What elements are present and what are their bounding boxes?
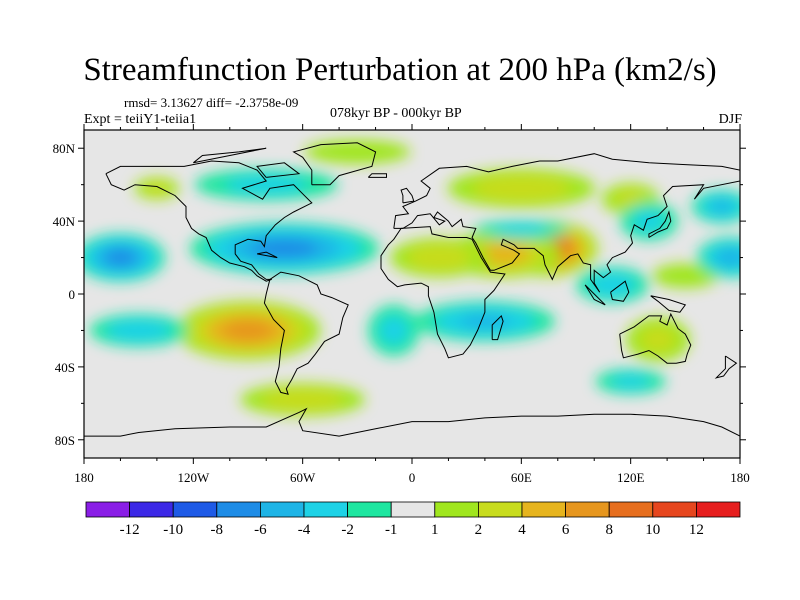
colorbar-label: 10	[645, 522, 660, 538]
australia-coastline	[619, 312, 692, 364]
colorbar-swatch	[216, 501, 261, 518]
colorbar-label: 2	[475, 522, 483, 538]
colorbar-label: 4	[518, 522, 526, 538]
britain-coastline	[400, 187, 415, 204]
chart-title: Streamfunction Perturbation at 200 hPa (…	[83, 52, 717, 88]
x-tick-label: 120E	[617, 470, 645, 485]
japan-coastline	[648, 210, 672, 238]
field-feature	[368, 304, 420, 356]
x-tick-label: 120W	[177, 470, 210, 485]
field-feature	[414, 301, 556, 342]
field-feature	[651, 263, 719, 288]
y-tick-label: 40N	[53, 214, 76, 229]
colorbar-label: 1	[431, 522, 439, 538]
colorbar-label: -6	[254, 522, 267, 538]
greenland-coastline	[292, 142, 377, 186]
colorbar-swatch	[521, 501, 566, 518]
season-label: DJF	[718, 112, 742, 127]
x-tick-label: 0	[409, 470, 416, 485]
colorbar-swatch	[129, 501, 174, 518]
y-tick-label: 0	[69, 287, 76, 302]
field-feature	[576, 266, 649, 303]
colorbar-swatch	[85, 501, 130, 518]
new-zealand-coastline	[714, 355, 738, 379]
borneo-coastline	[610, 280, 630, 302]
field-feature	[134, 177, 180, 200]
colorbar-label: -4	[298, 522, 311, 538]
field-feature	[473, 220, 570, 240]
baffin-coastline	[256, 162, 301, 178]
cuba-coastline	[257, 251, 278, 259]
stats-label: rmsd= 3.13627 diff= -2.3758e-09	[124, 95, 299, 110]
x-tick-label: 60W	[290, 470, 316, 485]
x-tick-label: 180	[730, 470, 750, 485]
antarctica-coastline	[84, 407, 740, 437]
field-feature	[595, 368, 666, 395]
y-tick-label: 40S	[55, 360, 75, 375]
colorbar-swatch	[259, 501, 305, 518]
field-feature	[691, 189, 740, 224]
africa-coastline	[380, 226, 506, 359]
x-tick-label: 180	[74, 470, 94, 485]
new-guinea-coastline	[650, 295, 687, 313]
south-america-coastline	[263, 271, 349, 395]
colorbar-swatch	[696, 501, 741, 518]
colorbar-swatch	[608, 501, 654, 518]
colorbar-label: -12	[120, 522, 140, 538]
colorbar-swatch	[565, 501, 610, 518]
y-tick-label: 80N	[53, 141, 76, 156]
colorbar-swatch	[347, 501, 392, 518]
colorbar-swatch	[172, 501, 218, 518]
period-label: 078kyr BP - 000kyr BP	[330, 106, 462, 121]
x-tick-label: 60E	[511, 470, 532, 485]
colorbar-label: -10	[163, 522, 183, 538]
indonesia-coastline	[584, 284, 606, 306]
iceland-coastline	[367, 173, 387, 178]
eurasia-africa-coastline	[393, 153, 740, 293]
field-feature	[447, 168, 596, 208]
colorbar-swatch	[303, 501, 348, 518]
field-feature	[240, 383, 365, 417]
field-feature	[189, 222, 380, 275]
y-tick-label: 80S	[55, 433, 75, 448]
colorbar-swatch	[390, 501, 436, 518]
colorbar-label: -2	[341, 522, 354, 538]
north-america-coastline	[105, 160, 313, 282]
field-feature	[89, 314, 188, 347]
colorbar-swatch	[477, 501, 523, 518]
field-feature	[697, 237, 740, 278]
field-feature	[626, 317, 690, 362]
field-feature	[304, 139, 411, 165]
experiment-label: Expt = teiiY1-teiia1	[84, 112, 197, 127]
colorbar-swatch	[434, 501, 479, 518]
madagascar-coastline	[491, 314, 504, 341]
arctic-islands-coastline	[192, 147, 267, 164]
colorbar-swatch	[652, 501, 697, 518]
field-feature	[175, 301, 321, 360]
colorbar-label: 8	[605, 522, 613, 538]
field-feature	[390, 237, 489, 278]
colorbar-label: 12	[689, 522, 704, 538]
colorbar-label: -8	[211, 522, 224, 538]
colorbar-label: 6	[562, 522, 570, 538]
colorbar-label: -1	[385, 522, 398, 538]
field-feature	[84, 233, 166, 282]
